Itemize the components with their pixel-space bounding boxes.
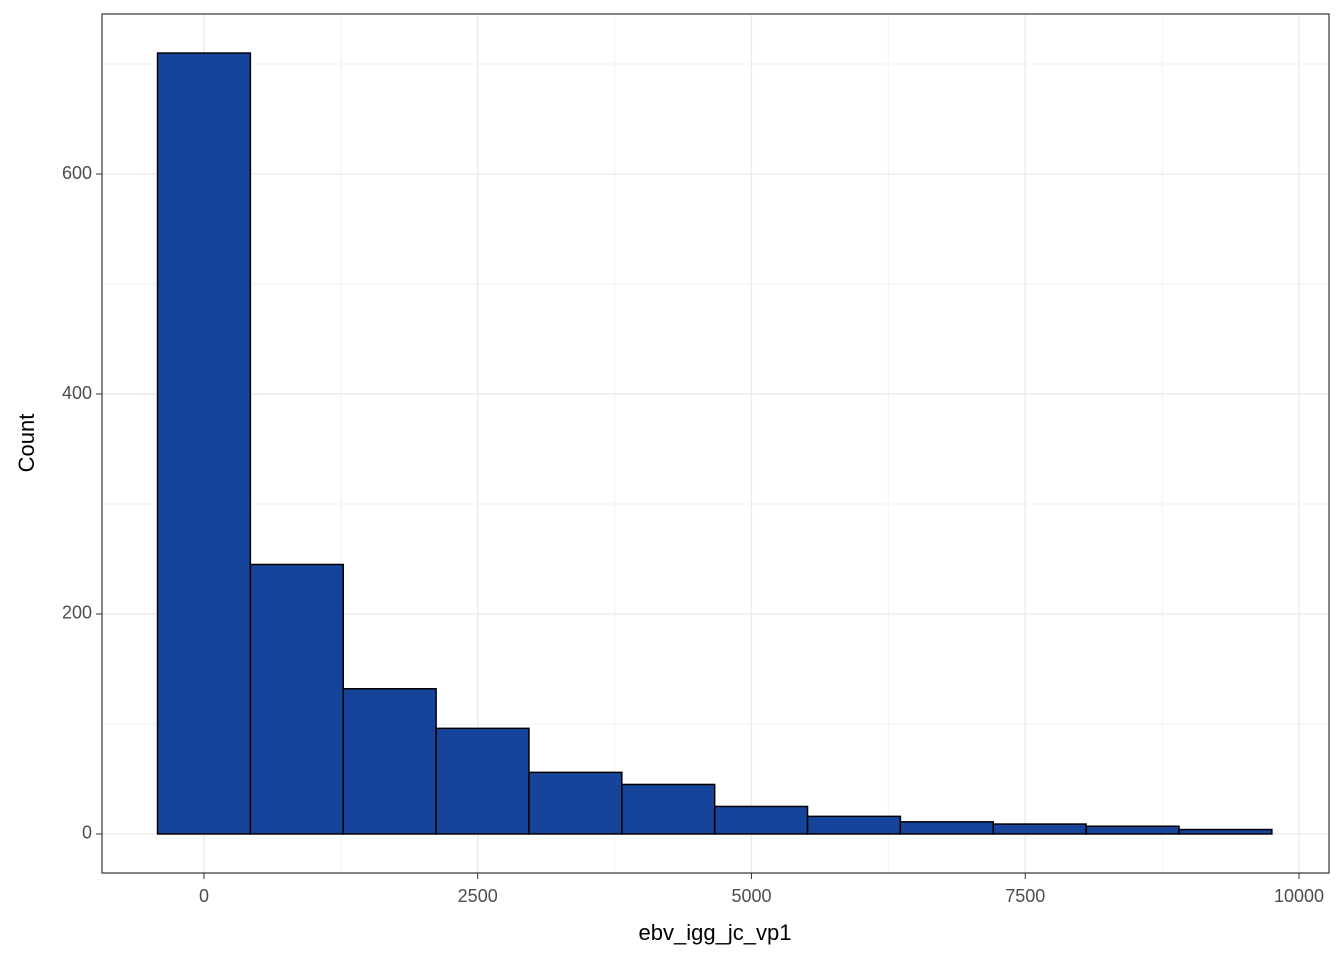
bar [1085,825,1180,835]
x-axis-title: ebv_igg_jc_vp1 [639,920,792,945]
bar [249,563,344,835]
x-tick-label: 10000 [1274,886,1324,906]
bar [992,823,1087,835]
bar [156,52,252,835]
x-tick-label: 5000 [731,886,771,906]
x-tick-label: 2500 [458,886,498,906]
bar [713,805,809,835]
x-tick-label: 7500 [1005,886,1045,906]
bar [621,783,716,835]
bar [806,815,902,835]
y-tick-label: 200 [62,603,92,623]
y-tick-label: 0 [82,823,92,843]
panel-border [101,13,1330,874]
x-tick-label: 0 [199,886,209,906]
bar [435,727,530,835]
y-axis-title: Count [14,414,39,473]
bar [899,821,995,835]
bar [1178,828,1273,835]
bar [528,771,623,835]
y-tick-label: 600 [62,163,92,183]
y-tick-label: 400 [62,383,92,403]
bar [342,688,437,835]
